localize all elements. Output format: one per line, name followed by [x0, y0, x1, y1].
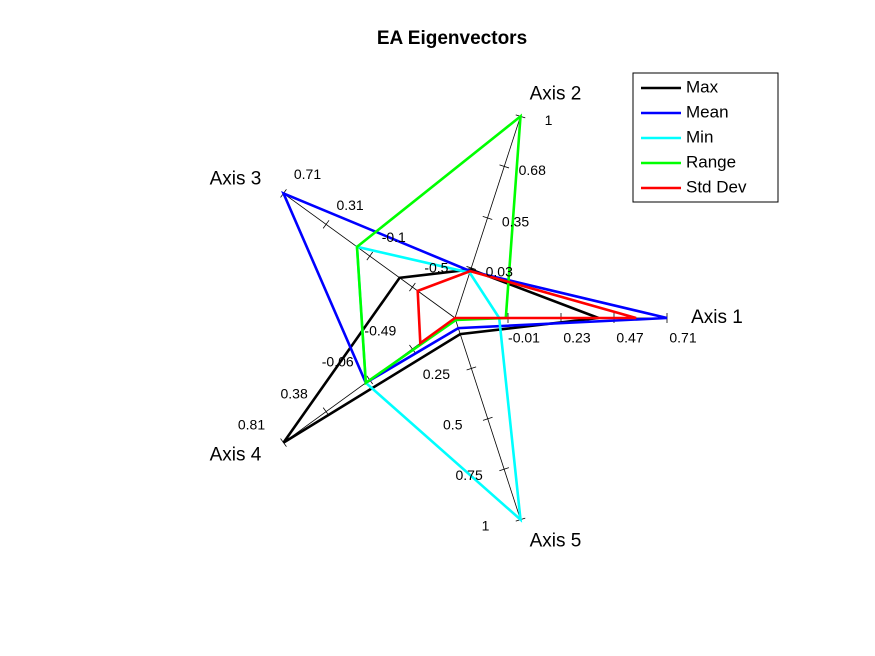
axis-label: Axis 1: [691, 307, 743, 328]
series-line: [281, 190, 668, 385]
tick-mark: [366, 251, 374, 261]
tick-label: 0.81: [238, 416, 265, 432]
tick-label: 0.38: [280, 385, 307, 401]
axis-line: [454, 116, 521, 319]
legend-label: Mean: [686, 102, 729, 121]
tick-mark: [322, 220, 330, 229]
axis-label: Axis 2: [530, 83, 582, 104]
tick-label: 0.47: [616, 330, 643, 346]
legend-label: Min: [686, 127, 713, 146]
tick-label: 0.31: [336, 197, 363, 213]
tick-label: -0.5: [424, 260, 448, 276]
tick-mark: [466, 366, 477, 371]
tick-mark: [482, 216, 493, 220]
axis-label: Axis 4: [210, 445, 262, 466]
tick-label: 1: [545, 112, 553, 128]
tick-label: 0.25: [423, 366, 450, 382]
tick-label: 0.03: [486, 264, 513, 280]
tick-label: 0.35: [502, 214, 529, 230]
tick-label: 0.23: [563, 330, 590, 346]
tick-label: 0.68: [519, 162, 546, 178]
tick-label: 0.71: [669, 330, 696, 346]
tick-label: -0.1: [382, 229, 406, 245]
tick-mark: [466, 266, 477, 270]
tick-mark: [409, 282, 416, 292]
tick-mark: [499, 467, 510, 472]
series-line: [355, 113, 523, 386]
tick-label: -0.06: [322, 354, 354, 370]
axis-label: Axis 5: [530, 531, 582, 552]
axis-label: Axis 3: [210, 168, 262, 189]
series-line: [416, 269, 637, 346]
tick-mark: [482, 416, 493, 421]
chart-title: EA Eigenvectors: [377, 28, 527, 49]
legend-label: Range: [686, 152, 736, 171]
tick-label: 0.75: [456, 467, 483, 483]
tick-mark: [499, 164, 510, 169]
tick-label: 0.5: [443, 417, 463, 433]
axis-line: [283, 193, 456, 319]
legend-label: Max: [686, 77, 719, 96]
legend-label: Std Dev: [686, 177, 747, 196]
tick-label: -0.01: [508, 330, 540, 346]
tick-label: 1: [482, 517, 490, 533]
tick-label: -0.49: [364, 323, 396, 339]
tick-label: 0.71: [294, 166, 321, 182]
